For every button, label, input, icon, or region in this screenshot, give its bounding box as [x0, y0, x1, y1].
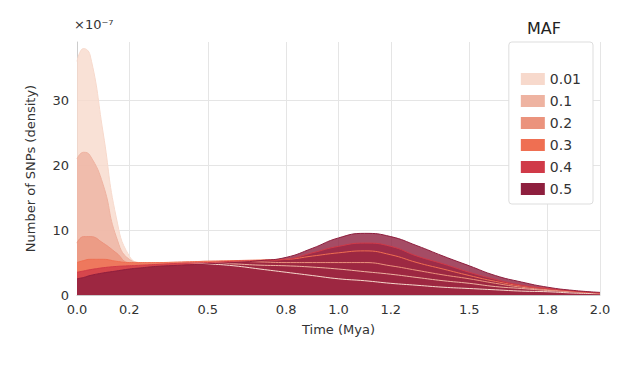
svg-text:30: 30 — [52, 93, 69, 108]
svg-text:0.01: 0.01 — [550, 71, 581, 87]
svg-text:20: 20 — [52, 158, 69, 173]
svg-text:1.0: 1.0 — [328, 302, 349, 317]
svg-text:10: 10 — [52, 223, 69, 238]
svg-text:Number of SNPs (density): Number of SNPs (density) — [23, 85, 38, 252]
svg-text:0.1: 0.1 — [550, 93, 572, 109]
svg-text:2.0: 2.0 — [590, 302, 611, 317]
svg-text:Time (Mya): Time (Mya) — [301, 322, 375, 337]
svg-text:×10⁻⁷: ×10⁻⁷ — [74, 17, 114, 32]
svg-text:0.2: 0.2 — [119, 302, 140, 317]
svg-text:1.5: 1.5 — [459, 302, 480, 317]
svg-text:0.2: 0.2 — [550, 115, 572, 131]
svg-text:0: 0 — [61, 288, 69, 303]
svg-text:0.4: 0.4 — [550, 159, 572, 175]
svg-text:0.0: 0.0 — [67, 302, 88, 317]
svg-text:MAF: MAF — [527, 19, 561, 38]
svg-text:0.8: 0.8 — [276, 302, 297, 317]
svg-text:0.5: 0.5 — [197, 302, 218, 317]
svg-text:0.3: 0.3 — [550, 137, 572, 153]
svg-text:0.5: 0.5 — [550, 181, 572, 197]
svg-text:1.2: 1.2 — [380, 302, 401, 317]
svg-text:1.8: 1.8 — [537, 302, 558, 317]
